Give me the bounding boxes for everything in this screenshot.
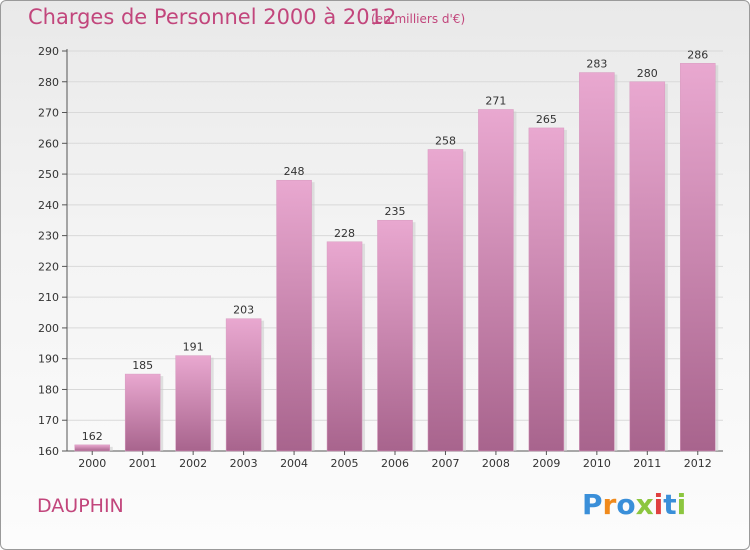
y-tick-label: 200 — [38, 322, 59, 335]
y-tick-label: 160 — [38, 445, 59, 458]
bar — [124, 373, 161, 452]
x-tick-label: 2009 — [532, 457, 560, 470]
y-tick-label: 210 — [38, 291, 59, 304]
y-tick-label: 190 — [38, 353, 59, 366]
bar-value-label: 235 — [385, 205, 406, 218]
logo-letter: x — [635, 488, 654, 521]
y-tick-label: 230 — [38, 230, 59, 243]
logo-letter: i — [676, 488, 687, 521]
logo-letter: P — [582, 488, 603, 521]
x-tick-label: 2001 — [129, 457, 157, 470]
x-tick-label: 2006 — [381, 457, 409, 470]
bar — [74, 444, 110, 452]
x-tick-label: 2012 — [684, 457, 712, 470]
logo-letter: r — [602, 488, 617, 521]
bar-value-label: 191 — [183, 341, 204, 354]
commune-name: DAUPHIN — [37, 495, 124, 517]
bar-value-label: 265 — [536, 113, 557, 126]
x-tick-label: 2002 — [179, 457, 207, 470]
chart-subtitle: (en milliers d'€) — [371, 12, 466, 26]
y-tick-label: 270 — [38, 107, 59, 120]
bar — [579, 72, 615, 452]
bar — [680, 63, 716, 452]
logo-letter: i — [653, 488, 664, 521]
bar-value-label: 248 — [284, 165, 305, 178]
bar-value-label: 203 — [233, 304, 254, 317]
bar-value-label: 286 — [687, 48, 708, 61]
y-tick-label: 170 — [38, 414, 59, 427]
chart-title: Charges de Personnel 2000 à 2012 — [28, 5, 397, 29]
bar — [427, 149, 464, 452]
bar — [326, 241, 363, 452]
bar-value-label: 280 — [637, 67, 658, 80]
x-tick-label: 2007 — [431, 457, 459, 470]
bar — [377, 219, 413, 452]
x-tick-label: 2003 — [230, 457, 258, 470]
x-tick-label: 2011 — [633, 457, 661, 470]
bar-value-label: 162 — [82, 430, 103, 443]
y-tick-label: 250 — [38, 168, 59, 181]
y-tick-label: 290 — [38, 45, 59, 58]
bar — [276, 179, 312, 452]
bar-value-label: 271 — [485, 94, 506, 107]
bar-value-label: 228 — [334, 227, 355, 240]
bar — [175, 355, 211, 452]
bar-value-label: 283 — [586, 58, 607, 71]
x-tick-label: 2010 — [583, 457, 611, 470]
bar-value-label: 185 — [132, 359, 153, 372]
x-tick-label: 2004 — [280, 457, 308, 470]
y-tick-label: 280 — [38, 76, 59, 89]
bar — [225, 318, 262, 452]
y-tick-label: 220 — [38, 260, 59, 273]
proxiti-logo: Proxiti — [582, 488, 686, 521]
y-tick-label: 260 — [38, 137, 59, 150]
bar — [478, 109, 514, 452]
x-tick-label: 2005 — [331, 457, 359, 470]
x-tick-label: 2000 — [78, 457, 106, 470]
logo-letter: o — [616, 488, 636, 521]
logo-letter: t — [663, 488, 677, 521]
bar-value-label: 258 — [435, 134, 456, 147]
y-tick-label: 180 — [38, 383, 59, 396]
bar — [629, 81, 666, 452]
x-tick-label: 2008 — [482, 457, 510, 470]
y-tick-label: 240 — [38, 199, 59, 212]
bar — [528, 127, 565, 452]
